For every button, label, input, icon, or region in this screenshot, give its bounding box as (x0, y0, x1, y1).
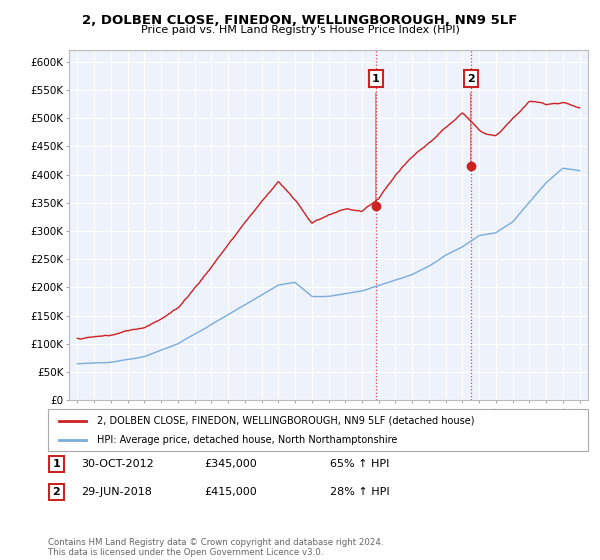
Text: 1: 1 (372, 73, 380, 83)
Text: £415,000: £415,000 (204, 487, 257, 497)
Text: Price paid vs. HM Land Registry's House Price Index (HPI): Price paid vs. HM Land Registry's House … (140, 25, 460, 35)
Text: 30-OCT-2012: 30-OCT-2012 (81, 459, 154, 469)
Text: 28% ↑ HPI: 28% ↑ HPI (330, 487, 389, 497)
Text: 2: 2 (467, 73, 475, 83)
Text: 65% ↑ HPI: 65% ↑ HPI (330, 459, 389, 469)
Text: £345,000: £345,000 (204, 459, 257, 469)
Text: 29-JUN-2018: 29-JUN-2018 (81, 487, 152, 497)
Text: 2, DOLBEN CLOSE, FINEDON, WELLINGBOROUGH, NN9 5LF (detached house): 2, DOLBEN CLOSE, FINEDON, WELLINGBOROUGH… (97, 416, 474, 426)
Text: Contains HM Land Registry data © Crown copyright and database right 2024.
This d: Contains HM Land Registry data © Crown c… (48, 538, 383, 557)
Text: 2: 2 (53, 487, 60, 497)
Text: 1: 1 (53, 459, 60, 469)
Text: HPI: Average price, detached house, North Northamptonshire: HPI: Average price, detached house, Nort… (97, 435, 397, 445)
Text: 2, DOLBEN CLOSE, FINEDON, WELLINGBOROUGH, NN9 5LF: 2, DOLBEN CLOSE, FINEDON, WELLINGBOROUGH… (82, 14, 518, 27)
